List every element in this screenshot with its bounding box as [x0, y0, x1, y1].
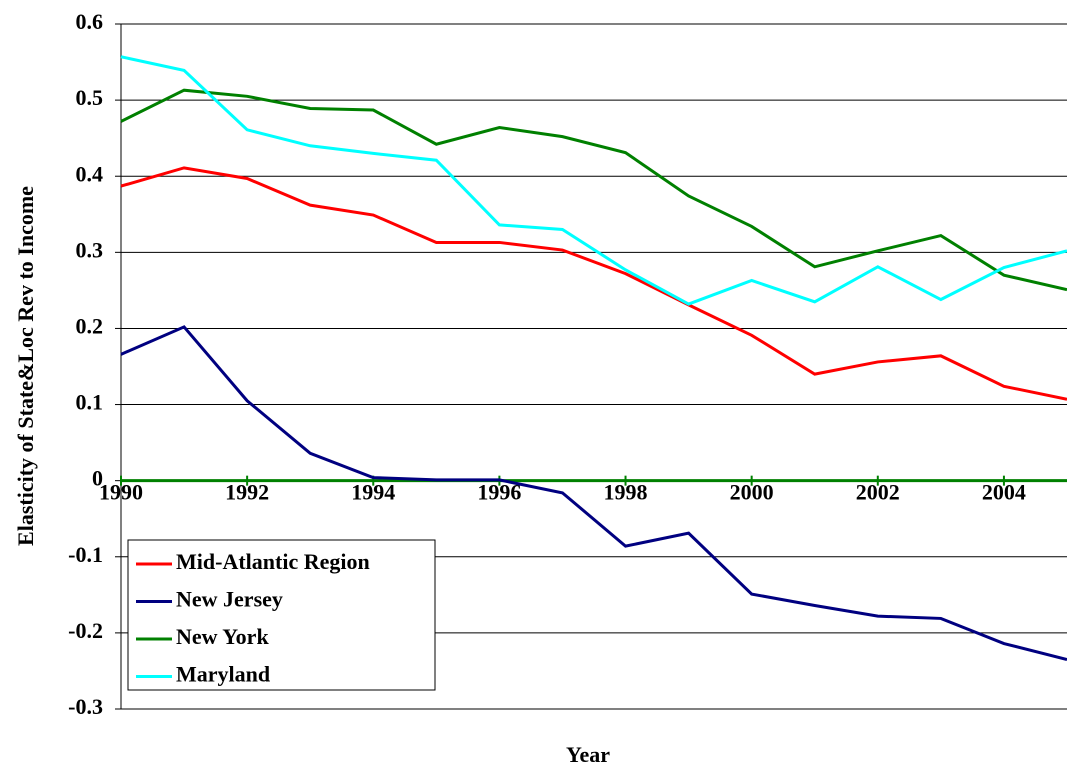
x-axis-label: Year [566, 742, 610, 767]
series-line [120, 325, 1067, 661]
y-tick-label: 0.6 [76, 9, 104, 34]
y-axis-label: Elasticity of State&Loc Rev to Income [13, 186, 38, 546]
y-tick-label: 0.4 [76, 161, 104, 186]
y-tick-label: 0.2 [76, 313, 104, 338]
y-tick-label: -0.3 [68, 694, 103, 719]
legend-label: New York [176, 624, 269, 649]
series-line [120, 166, 1067, 401]
series-line [120, 55, 1067, 306]
y-tick-label: 0.3 [76, 237, 104, 262]
y-tick-label: -0.1 [68, 542, 103, 567]
y-tick-label: 0.1 [76, 390, 104, 415]
legend-label: Mid-Atlantic Region [176, 549, 370, 574]
series-line [120, 88, 1067, 292]
legend-label: New Jersey [176, 587, 283, 612]
y-tick-label: 0.5 [76, 85, 104, 110]
y-tick-label: 0 [92, 466, 103, 491]
legend-label: Maryland [176, 662, 270, 687]
y-tick-label: -0.2 [68, 618, 103, 643]
legend-box [127, 539, 436, 691]
